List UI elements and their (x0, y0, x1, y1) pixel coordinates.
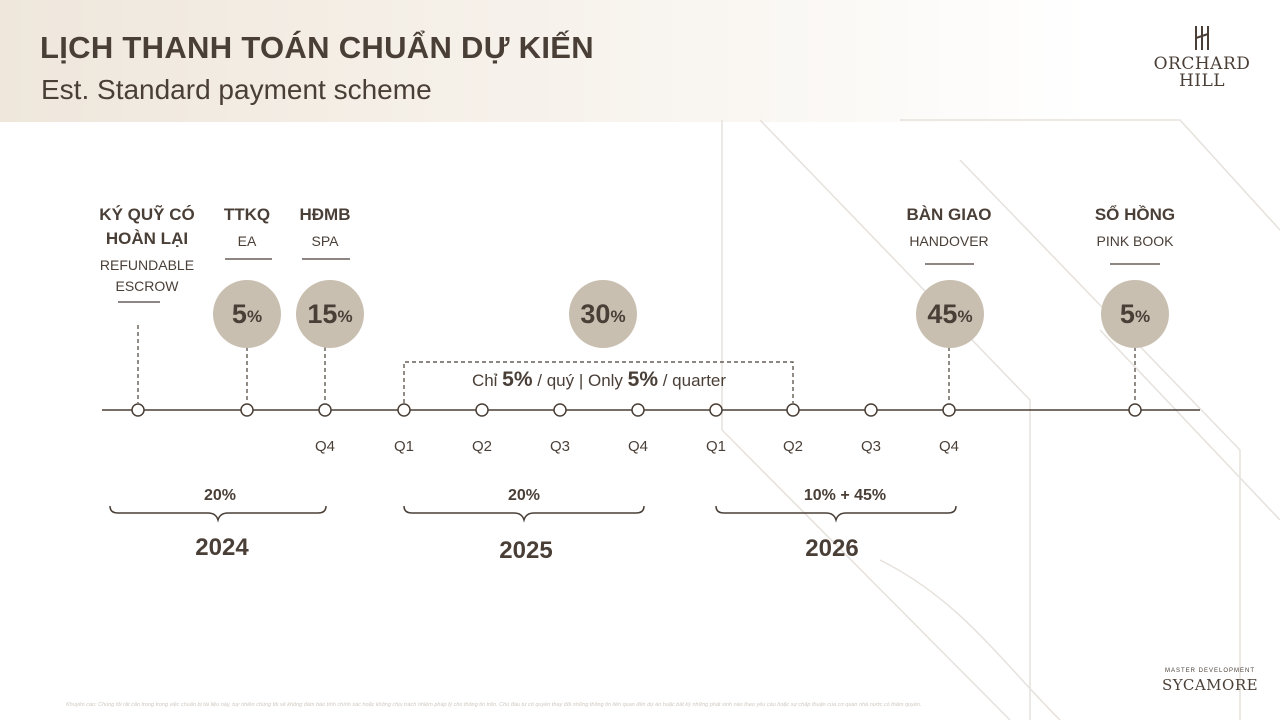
timeline-node (786, 403, 800, 417)
percent-circle-pinkbook: 5% (1101, 280, 1169, 348)
percent-sign: % (610, 307, 626, 326)
sycamore-wordmark: SYCAMORE (1161, 676, 1259, 694)
note-part2: / quý | Only (532, 371, 628, 390)
milestone-en-line1: HANDOVER (909, 233, 989, 249)
percent-value: 5 (231, 298, 247, 329)
percent-value: 30 (580, 298, 611, 329)
milestone-vi-line2: HOÀN LẠI (105, 229, 189, 248)
milestone-vi-line1: TTKQ (223, 205, 271, 224)
percent-value: 5 (1119, 298, 1135, 329)
sycamore-logo: MASTER DEVELOPMENT SYCAMORE (1160, 668, 1260, 694)
orchard-hill-logo: ORCHARD HILL (1148, 24, 1256, 90)
percent-circle-quarterly: 30% (569, 280, 637, 348)
timeline-node (1128, 403, 1142, 417)
percent-sign: % (246, 307, 263, 326)
tick-label: Q4 (938, 438, 959, 455)
page-subtitle: Est. Standard payment scheme (41, 74, 432, 105)
percent-circle-handover: 45% (916, 280, 984, 348)
year-share-2025: 20% (507, 487, 541, 504)
milestone-spa-label: HĐMB SPA (255, 203, 395, 252)
milestone-ea-label: TTKQ EA (177, 203, 317, 252)
tick-label: Q1 (705, 438, 726, 455)
percent-value: 15 (307, 298, 338, 329)
tick-label: Q4 (627, 438, 648, 455)
timeline-node (318, 403, 332, 417)
timeline-node (240, 403, 254, 417)
timeline-node (864, 403, 878, 417)
milestone-vi-line1: BÀN GIAO (906, 205, 992, 224)
logo-text-line1: ORCHARD (1153, 54, 1251, 74)
percent-circle-spa: 15% (296, 280, 364, 348)
percent-circle-ea: 5% (213, 280, 281, 348)
quarterly-payment-note: Chỉ 5% / quý | Only 5% / quarter (404, 368, 794, 392)
year-share-2026: 10% + 45% (803, 487, 887, 504)
tick-label: Q4 (314, 438, 335, 455)
milestone-en-line1: PINK BOOK (1096, 233, 1174, 249)
milestone-escrow-label: KÝ QUỸ CÓ HOÀN LẠI REFUNDABLE ESCROW (77, 203, 217, 297)
tick-label: Q2 (782, 438, 803, 455)
year-share-2024: 20% (203, 487, 237, 504)
note-bold1: 5% (502, 368, 533, 391)
bracket-quarterly (403, 361, 794, 403)
note-bold2: 5% (627, 368, 659, 391)
brace-2026 (715, 505, 957, 523)
note-part3: / quarter (658, 371, 727, 390)
timeline-node (397, 403, 411, 417)
logo-text-line2: HILL (1178, 71, 1226, 91)
logo-mark-icon (1195, 26, 1209, 50)
milestone-en-line2: ESCROW (115, 278, 179, 294)
milestone-en-line1: SPA (311, 233, 339, 249)
master-development-label: MASTER DEVELOPMENT (1164, 668, 1255, 674)
milestone-vi-line1: KÝ QUỸ CÓ (99, 205, 195, 224)
percent-sign: % (957, 307, 973, 326)
milestone-handover-label: BÀN GIAO HANDOVER (879, 203, 1019, 252)
milestone-en-line1: EA (237, 233, 257, 249)
year-label-2026: 2026 (805, 535, 859, 562)
tick-label: Q3 (860, 438, 881, 455)
percent-value: 45 (927, 298, 958, 329)
timeline-node (131, 403, 145, 417)
percent-sign: % (1134, 307, 1151, 326)
note-part1: Chỉ (471, 371, 503, 390)
disclaimer-text: Khuyến cáo: Chúng tôi rất cẩn trọng tron… (66, 702, 922, 708)
tick-label: Q2 (471, 438, 492, 455)
brace-2025 (403, 505, 645, 523)
milestone-pinkbook-label: SỔ HỒNG PINK BOOK (1065, 203, 1205, 252)
timeline-node (475, 403, 489, 417)
milestone-vi-line1: HĐMB (299, 205, 351, 224)
timeline-node (709, 403, 723, 417)
year-label-2025: 2025 (499, 537, 553, 564)
year-label-2024: 2024 (195, 534, 249, 561)
milestone-vi-line1: SỔ HỒNG (1094, 205, 1176, 224)
timeline-node (942, 403, 956, 417)
tick-label: Q1 (393, 438, 414, 455)
timeline-node (553, 403, 567, 417)
timeline-node (631, 403, 645, 417)
percent-sign: % (337, 307, 353, 326)
brace-2024 (109, 505, 327, 523)
tick-label: Q3 (549, 438, 570, 455)
page-title: LỊCH THANH TOÁN CHUẨN DỰ KIẾN (40, 30, 594, 65)
header-band (0, 0, 1280, 122)
milestone-en-line1: REFUNDABLE (99, 257, 195, 273)
